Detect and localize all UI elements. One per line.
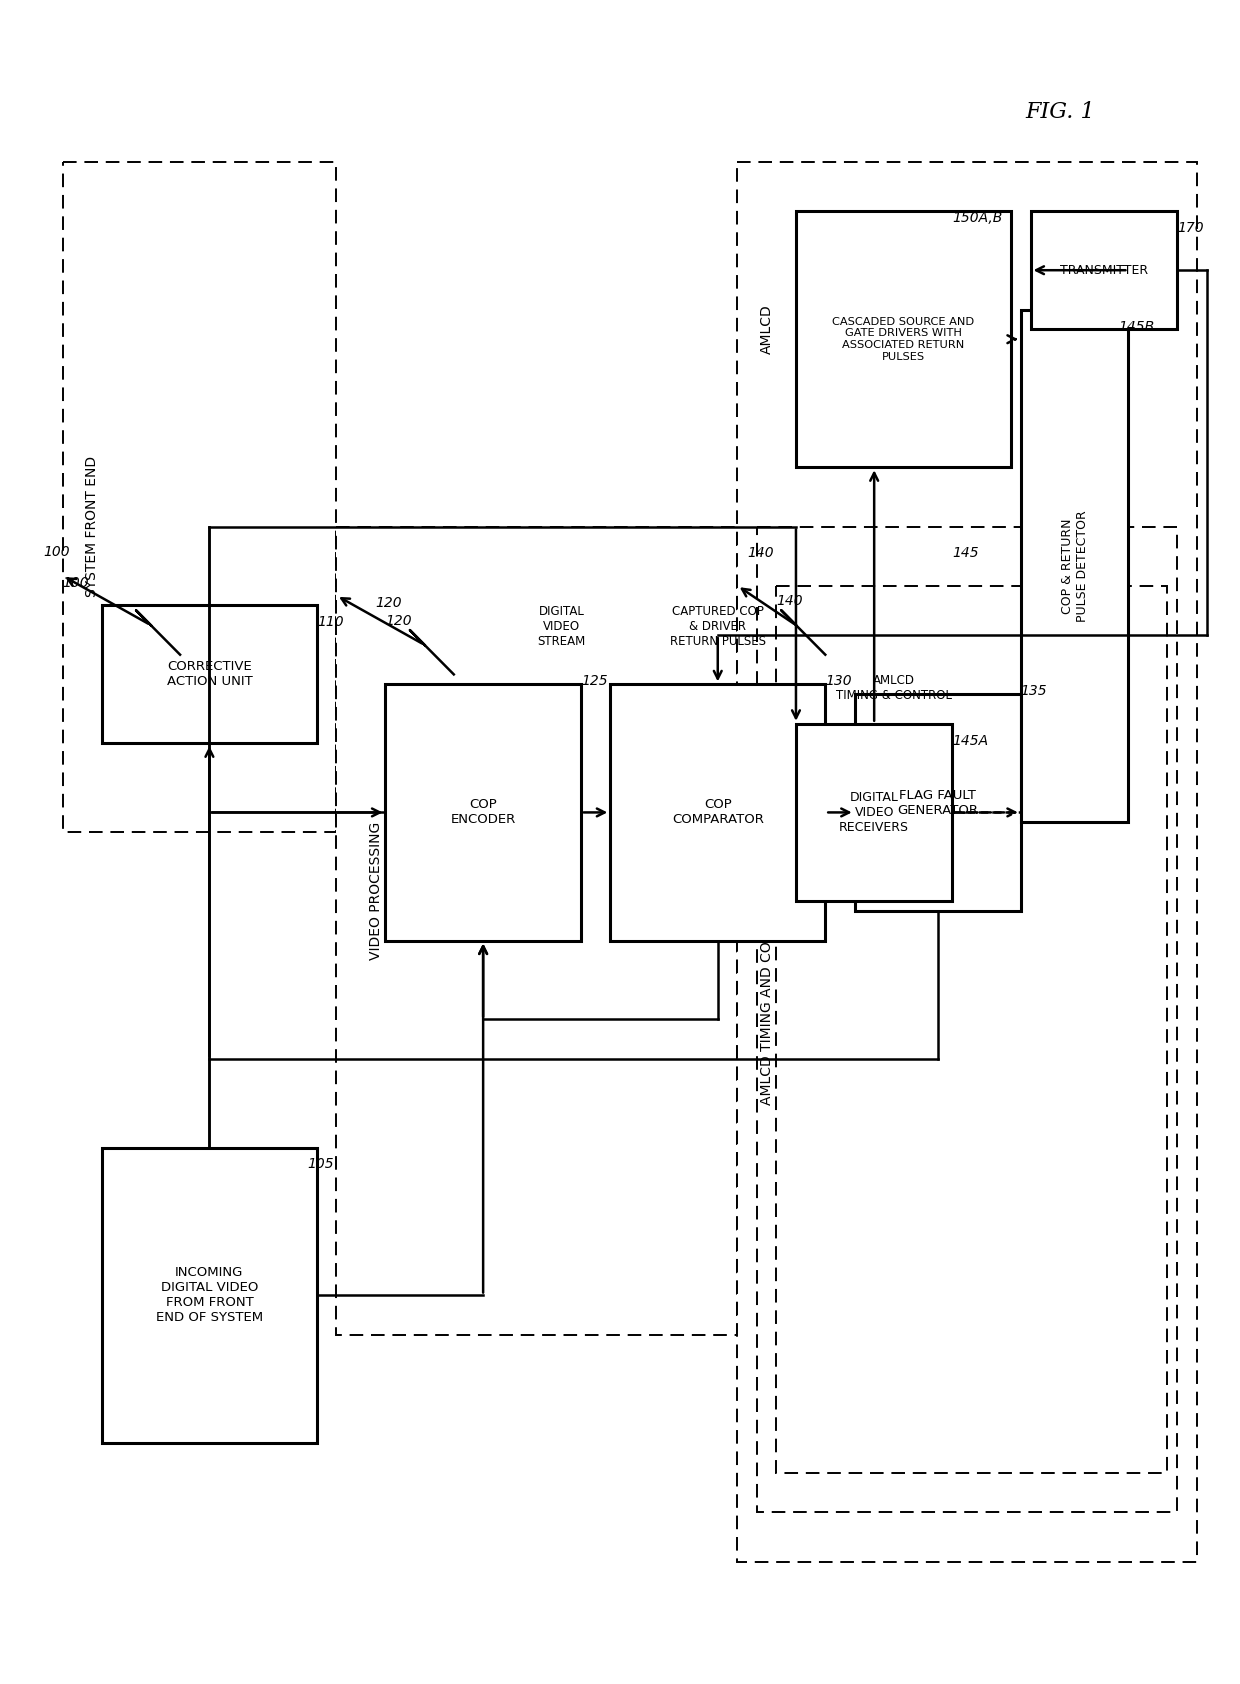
Bar xyxy=(102,1147,317,1443)
Text: AMLCD
TIMING & CONTROL: AMLCD TIMING & CONTROL xyxy=(836,674,952,702)
Bar xyxy=(796,210,1011,468)
Text: DIGITAL
VIDEO
RECEIVERS: DIGITAL VIDEO RECEIVERS xyxy=(839,791,909,834)
Text: FIG. 1: FIG. 1 xyxy=(1025,101,1095,123)
Text: COP
COMPARATOR: COP COMPARATOR xyxy=(672,798,764,827)
Bar xyxy=(1030,210,1177,330)
Text: 140: 140 xyxy=(746,546,774,561)
Bar xyxy=(854,694,1021,911)
Text: 145B: 145B xyxy=(1118,320,1154,333)
Bar xyxy=(386,684,580,941)
Text: COP & RETURN
PULSE DETECTOR: COP & RETURN PULSE DETECTOR xyxy=(1060,510,1089,621)
Text: CAPTURED COP
& DRIVER
RETURN PULSES: CAPTURED COP & DRIVER RETURN PULSES xyxy=(670,605,766,648)
Text: 130: 130 xyxy=(826,674,852,689)
Text: CORRECTIVE
ACTION UNIT: CORRECTIVE ACTION UNIT xyxy=(166,660,252,689)
Text: 145: 145 xyxy=(952,546,980,561)
Text: CASCADED SOURCE AND
GATE DRIVERS WITH
ASSOCIATED RETURN
PULSES: CASCADED SOURCE AND GATE DRIVERS WITH AS… xyxy=(832,317,975,362)
Text: TRANSMITTER: TRANSMITTER xyxy=(1060,264,1148,276)
Text: 105: 105 xyxy=(308,1157,334,1172)
Bar xyxy=(796,724,952,901)
Bar xyxy=(756,527,1177,1512)
Text: 120: 120 xyxy=(376,596,402,610)
Text: VIDEO PROCESSING: VIDEO PROCESSING xyxy=(368,822,383,960)
Bar xyxy=(336,527,738,1335)
Text: 110: 110 xyxy=(317,615,343,630)
Bar xyxy=(610,684,826,941)
Text: 100: 100 xyxy=(43,546,69,559)
Text: AMLCD TIMING AND CONTROL: AMLCD TIMING AND CONTROL xyxy=(760,894,774,1105)
Text: 100: 100 xyxy=(63,576,89,589)
Text: 170: 170 xyxy=(1177,221,1204,234)
Bar xyxy=(738,162,1197,1561)
Bar xyxy=(776,586,1167,1474)
Bar xyxy=(1021,310,1128,822)
Text: 140: 140 xyxy=(776,594,804,608)
Text: COP
ENCODER: COP ENCODER xyxy=(450,798,516,827)
Text: 125: 125 xyxy=(580,674,608,689)
Text: DIGITAL
VIDEO
STREAM: DIGITAL VIDEO STREAM xyxy=(537,605,585,648)
Text: 150A,B: 150A,B xyxy=(952,210,1003,226)
Bar xyxy=(102,605,317,743)
Bar xyxy=(63,162,336,832)
Text: 145A: 145A xyxy=(952,734,988,748)
Text: 135: 135 xyxy=(1021,684,1048,699)
Text: SYSTEM FRONT END: SYSTEM FRONT END xyxy=(86,456,99,598)
Text: FLAG FAULT
GENERATOR: FLAG FAULT GENERATOR xyxy=(898,788,978,817)
Text: AMLCD: AMLCD xyxy=(760,305,774,354)
Text: INCOMING
DIGITAL VIDEO
FROM FRONT
END OF SYSTEM: INCOMING DIGITAL VIDEO FROM FRONT END OF… xyxy=(156,1266,263,1325)
Text: 120: 120 xyxy=(386,615,412,628)
